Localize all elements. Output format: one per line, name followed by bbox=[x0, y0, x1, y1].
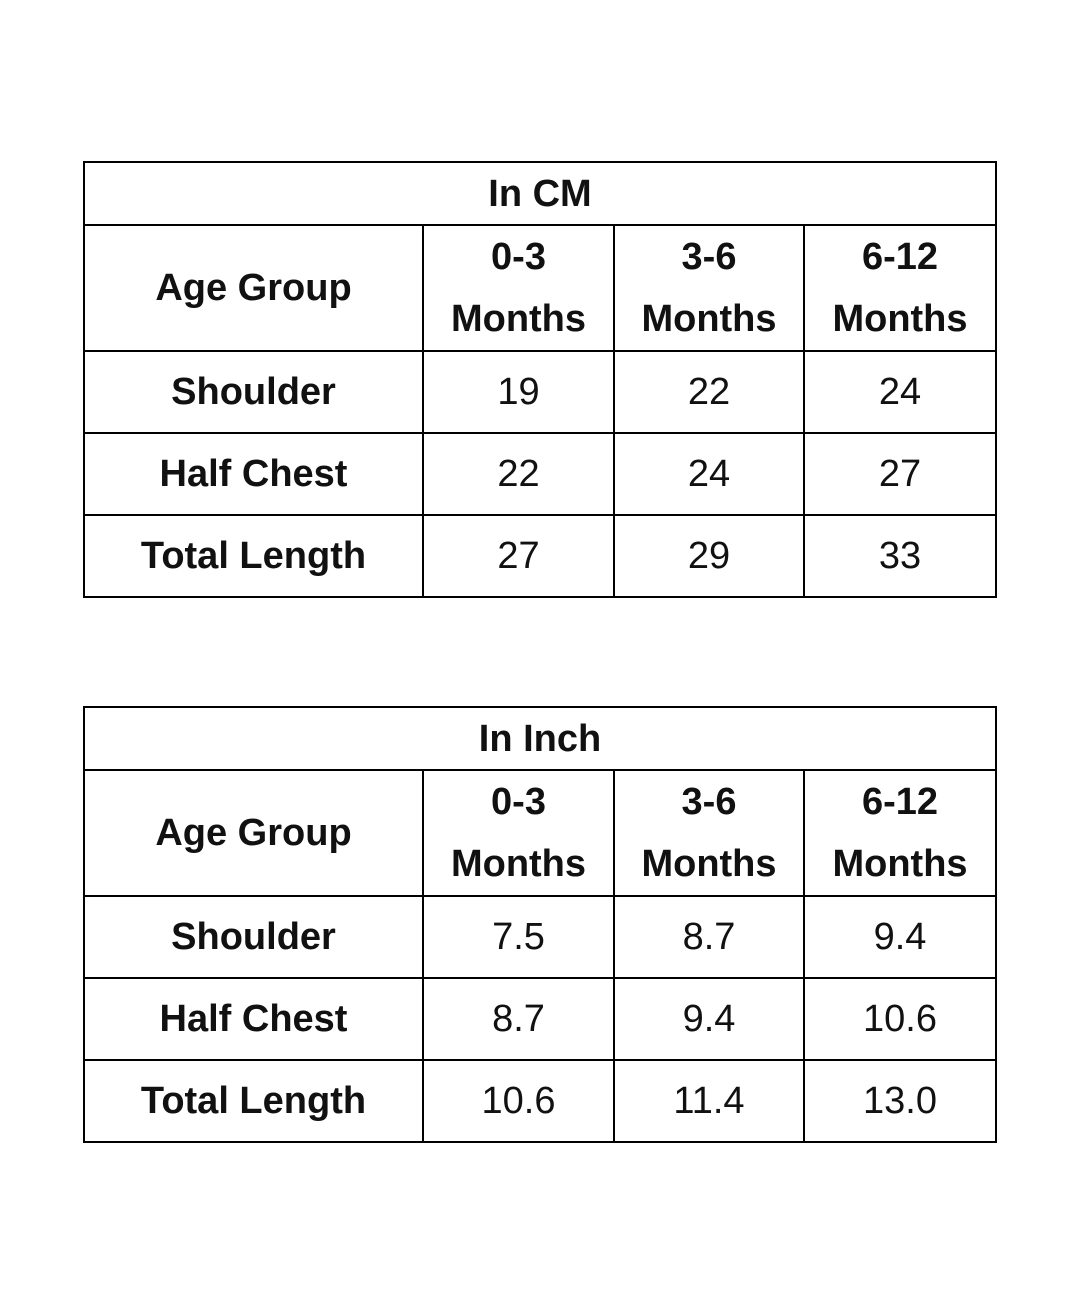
size-table: In CM Age Group 0-3 Months 3-6 Months 6-12 M… bbox=[83, 161, 997, 598]
cell-value: 29 bbox=[613, 514, 805, 598]
data-row: Half Chest 8.7 9.4 10.6 bbox=[83, 977, 998, 1061]
title-row: In Inch bbox=[82, 706, 998, 771]
column-header: 6-12 Months bbox=[802, 769, 998, 897]
cell-value: 33 bbox=[803, 514, 997, 598]
row-label: Total Length bbox=[83, 1059, 424, 1143]
cell-value: 22 bbox=[422, 432, 615, 516]
cell-value: 24 bbox=[613, 432, 805, 516]
cell-value: 11.4 bbox=[613, 1059, 805, 1143]
column-header: 0-3 Months bbox=[422, 224, 615, 352]
data-row: Shoulder 19 22 24 bbox=[83, 350, 997, 434]
header-row: Age Group 0-3 Months 3-6 Months 6-12 Months bbox=[83, 769, 998, 897]
table-title: In Inch bbox=[82, 706, 998, 771]
table-body: In CM Age Group 0-3 Months 3-6 Months 6-12 M… bbox=[83, 161, 997, 598]
header-label: Age Group bbox=[83, 224, 424, 352]
title-row: In CM bbox=[83, 161, 997, 226]
table-body: In Inch Age Group 0-3 Months 3-6 Months 6-12… bbox=[82, 706, 998, 1143]
cell-value: 9.4 bbox=[613, 977, 805, 1061]
row-label: Half Chest bbox=[83, 977, 424, 1061]
header-label: Age Group bbox=[83, 769, 424, 897]
data-row: Total Length 10.6 11.4 13.0 bbox=[83, 1059, 998, 1143]
cell-value: 9.4 bbox=[802, 895, 998, 979]
column-header: 6-12 Months bbox=[803, 224, 997, 352]
column-header: 3-6 Months bbox=[613, 224, 805, 352]
row-label: Half Chest bbox=[83, 432, 424, 516]
data-row: Total Length 27 29 33 bbox=[83, 514, 997, 598]
column-header: 3-6 Months bbox=[613, 769, 805, 897]
row-label: Total Length bbox=[83, 514, 424, 598]
cell-value: 13.0 bbox=[802, 1059, 998, 1143]
cell-value: 8.7 bbox=[422, 977, 615, 1061]
table-title: In CM bbox=[83, 161, 997, 226]
row-label: Shoulder bbox=[83, 895, 424, 979]
column-header: 0-3 Months bbox=[422, 769, 615, 897]
cell-value: 19 bbox=[422, 350, 615, 434]
size-table: In Inch Age Group 0-3 Months 3-6 Months 6-12… bbox=[82, 706, 998, 1143]
row-label: Shoulder bbox=[83, 350, 424, 434]
cell-value: 22 bbox=[613, 350, 805, 434]
cell-value: 10.6 bbox=[802, 977, 998, 1061]
cell-value: 27 bbox=[803, 432, 997, 516]
cell-value: 10.6 bbox=[422, 1059, 615, 1143]
cell-value: 8.7 bbox=[613, 895, 805, 979]
header-row: Age Group 0-3 Months 3-6 Months 6-12 Months bbox=[83, 224, 997, 352]
data-row: Half Chest 22 24 27 bbox=[83, 432, 997, 516]
cell-value: 7.5 bbox=[422, 895, 615, 979]
cell-value: 27 bbox=[422, 514, 615, 598]
cell-value: 24 bbox=[803, 350, 997, 434]
data-row: Shoulder 7.5 8.7 9.4 bbox=[83, 895, 998, 979]
